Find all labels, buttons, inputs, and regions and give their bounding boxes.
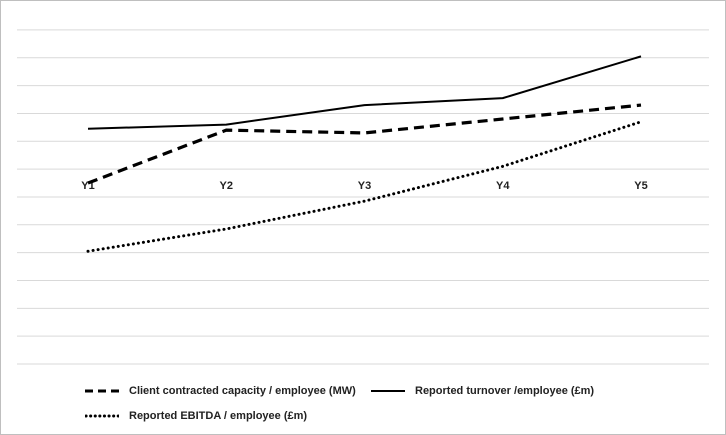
legend-item-ebitda: Reported EBITDA / employee (£m) xyxy=(85,410,307,422)
legend-item-capacity: Client contracted capacity / employee (M… xyxy=(85,385,356,397)
series-line-solid xyxy=(87,55,642,130)
category-axis-labels: Y1 Y2 Y3 Y4 Y5 xyxy=(81,180,647,192)
series-lines xyxy=(86,55,643,253)
legend-dotted-swatch xyxy=(85,414,119,418)
series-line-dashed xyxy=(87,103,642,185)
category-label: Y5 xyxy=(634,180,647,192)
category-label: Y2 xyxy=(220,180,233,192)
legend-item-turnover: Reported turnover /employee (£m) xyxy=(371,385,594,397)
legend-dashed-swatch xyxy=(85,389,119,393)
legend-label-ebitda: Reported EBITDA / employee (£m) xyxy=(129,410,308,422)
legend-label-turnover: Reported turnover /employee (£m) xyxy=(415,385,595,397)
category-label: Y3 xyxy=(358,180,371,192)
legend-solid-swatch xyxy=(371,390,405,392)
category-label: Y4 xyxy=(496,180,510,192)
gridlines xyxy=(17,29,709,365)
series-line-dotted xyxy=(86,120,643,253)
legend-label-capacity: Client contracted capacity / employee (M… xyxy=(129,385,356,397)
